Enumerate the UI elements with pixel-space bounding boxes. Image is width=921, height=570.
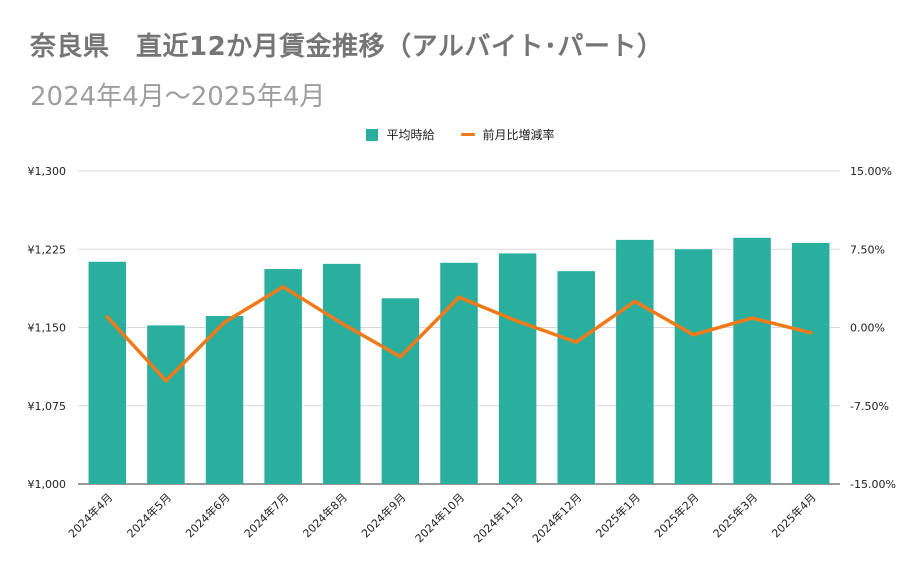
line-point <box>281 285 285 289</box>
y-right-tick-label: -7.50% <box>850 400 889 413</box>
bar <box>205 316 244 484</box>
legend-item-line: 前月比増減率 <box>460 126 555 143</box>
line-point <box>339 321 344 326</box>
y-left-tick-label: ¥1,150 <box>28 322 67 335</box>
bar <box>557 271 595 484</box>
y-left-tick-label: ¥1,000 <box>28 478 67 491</box>
x-tick-label: 2024年5月 <box>124 490 174 540</box>
line-point <box>574 340 579 344</box>
bar <box>498 253 537 484</box>
chart-subtitle: 2024年4月～2025年4月 <box>30 82 326 112</box>
bar <box>791 242 830 484</box>
bar <box>147 325 185 484</box>
legend-label-line: 前月比増減率 <box>482 128 555 142</box>
x-tick-label: 2024年12月 <box>529 490 584 545</box>
line-point <box>633 299 637 304</box>
x-tick-label: 2024年7月 <box>241 490 291 540</box>
x-tick-label: 2025年4月 <box>769 490 819 540</box>
x-tick-label: 2024年11月 <box>471 490 526 545</box>
x-tick-label: 2025年3月 <box>710 490 760 540</box>
y-right-tick-label: 15.00% <box>850 165 892 178</box>
line-point <box>808 330 813 335</box>
bar <box>674 249 713 484</box>
line-point <box>222 320 227 325</box>
x-tick-label: 2025年2月 <box>651 490 701 540</box>
line-point <box>750 316 754 320</box>
y-right-tick-label: -15.00% <box>850 478 896 491</box>
legend-swatch-bar <box>366 128 379 141</box>
bar <box>381 298 420 484</box>
bar <box>264 269 302 484</box>
x-tick-label: 2024年4月 <box>65 490 115 540</box>
y-left-tick-label: ¥1,075 <box>28 400 67 413</box>
x-tick-label: 2025年1月 <box>593 490 643 540</box>
chart-title: 奈良県 直近12か月賃金推移（アルバイト･パート） <box>30 32 664 62</box>
legend-swatch-line <box>460 133 475 136</box>
y-left-tick-label: ¥1,300 <box>28 165 67 178</box>
y-right-tick-label: 7.50% <box>850 243 885 256</box>
x-tick-label: 2024年6月 <box>182 490 232 540</box>
line-point <box>164 378 168 383</box>
x-tick-label: 2024年9月 <box>358 490 408 540</box>
line-point <box>398 354 403 359</box>
x-tick-label: 2024年10月 <box>412 490 467 545</box>
line-point <box>105 315 110 319</box>
x-tick-label: 2024年8月 <box>300 490 350 540</box>
y-right-tick-label: 0.00% <box>850 322 885 335</box>
bar <box>88 261 127 484</box>
bar <box>733 237 771 484</box>
bar <box>616 239 654 484</box>
line-point <box>515 319 520 324</box>
legend: 平均時給 前月比増減率 <box>0 126 921 143</box>
line-point <box>457 295 461 300</box>
legend-item-bar: 平均時給 <box>366 126 435 143</box>
y-left-tick-label: ¥1,225 <box>28 243 67 256</box>
bar <box>323 263 361 484</box>
line-point <box>691 333 696 337</box>
legend-label-bar: 平均時給 <box>386 128 435 142</box>
